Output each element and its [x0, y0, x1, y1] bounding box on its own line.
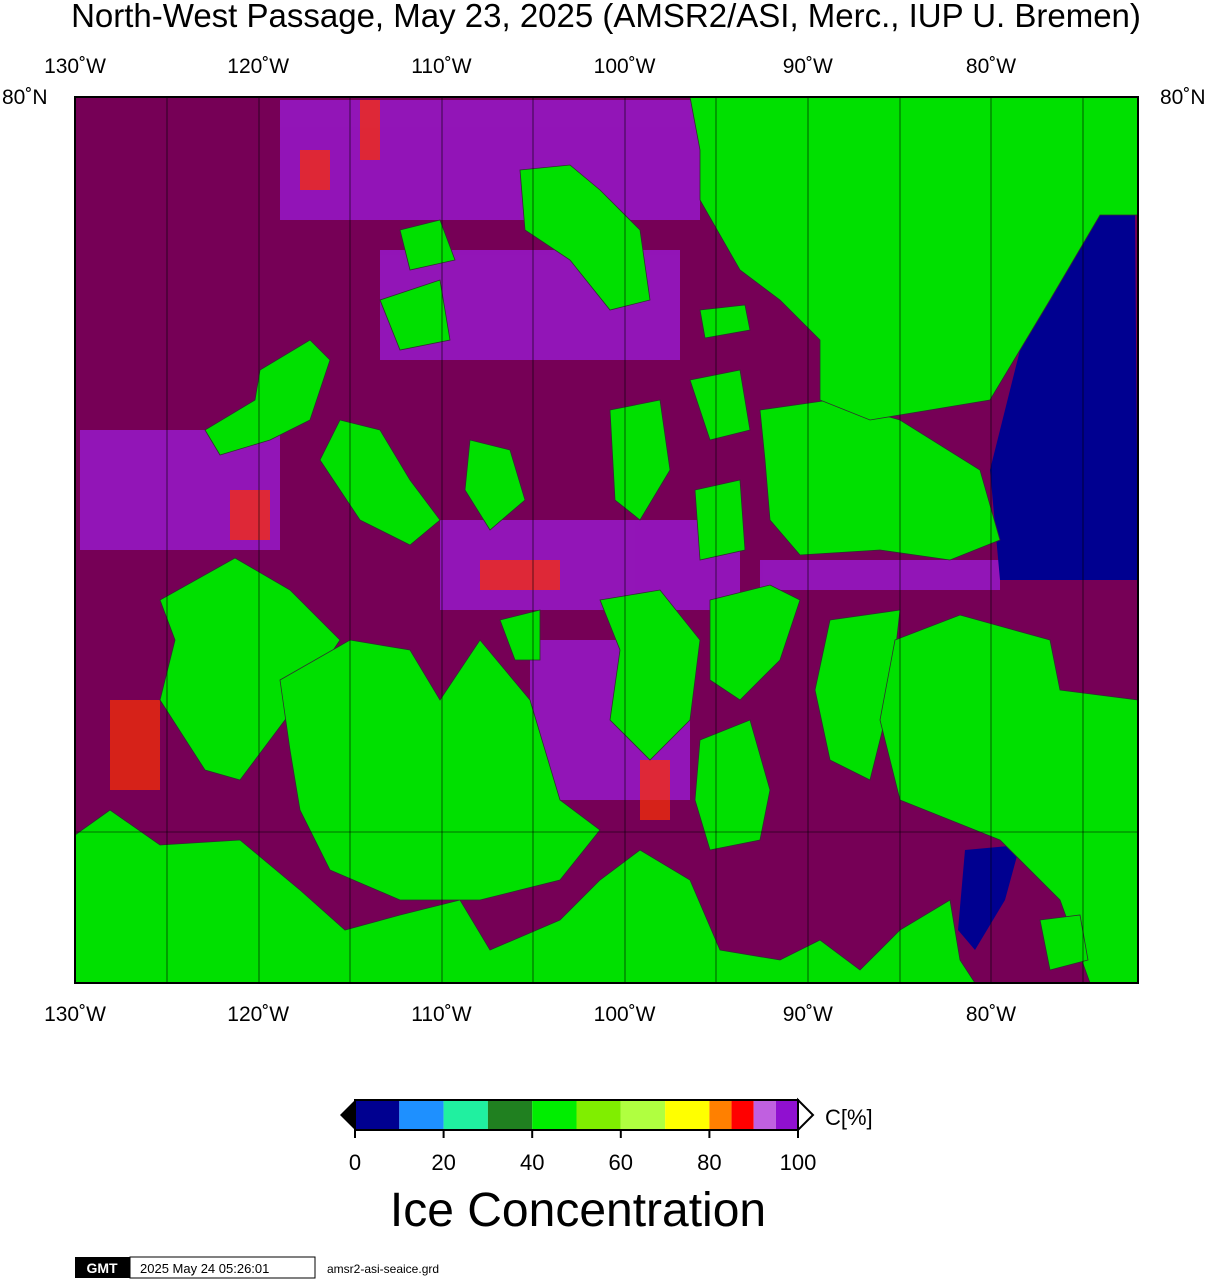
lon-label: 120˚W	[227, 1003, 289, 1026]
colorbar-bin	[399, 1100, 444, 1130]
colorbar-tick-label: 0	[349, 1150, 361, 1175]
sea-ice-texture	[110, 100, 670, 820]
colorbar: 0 20 40 60 80 100	[340, 1097, 817, 1175]
lon-label: 100˚W	[594, 55, 656, 78]
colorbar-bin	[355, 1100, 400, 1130]
colorbar-bin	[775, 1100, 798, 1130]
file-name: amsr2-asi-seaice.grd	[327, 1262, 439, 1276]
colorbar-tick-label: 20	[431, 1150, 455, 1175]
colorbar-bin	[753, 1100, 776, 1130]
colorbar-bin	[532, 1100, 577, 1130]
colorbar-bin	[665, 1100, 710, 1130]
title: North-West Passage, May 23, 2025 (AMSR2/…	[71, 0, 1141, 34]
map-frame	[74, 96, 1139, 984]
lon-label: 90˚W	[783, 55, 833, 78]
timestamp-box	[129, 1256, 316, 1279]
land	[74, 96, 1139, 984]
lon-label: 80˚W	[966, 55, 1016, 78]
lon-label: 110˚W	[411, 55, 471, 78]
open-water	[958, 215, 1138, 950]
colorbar-tick-label: 40	[520, 1150, 544, 1175]
colorbar-tick-label: 60	[609, 1150, 633, 1175]
lon-label: 110˚W	[411, 1003, 471, 1026]
colorbar-bin	[709, 1100, 732, 1130]
lon-label: 100˚W	[594, 1003, 656, 1026]
colorbar-frame	[354, 1099, 799, 1131]
lon-label: 130˚W	[44, 1003, 106, 1026]
colorbar-unit: C[%]	[825, 1105, 873, 1130]
colorbar-high-triangle	[797, 1097, 815, 1133]
colorbar-bin	[443, 1100, 488, 1130]
footer: GMT 2025 May 24 05:26:01 amsr2-asi-seaic…	[75, 1256, 439, 1279]
colorbar-bin	[487, 1100, 533, 1130]
colorbar-label: Ice Concentration	[390, 1184, 766, 1237]
logo-box	[75, 1257, 130, 1278]
lon-label: 120˚W	[227, 55, 289, 78]
lon-label: 90˚W	[783, 1003, 833, 1026]
map	[74, 96, 1139, 984]
colorbar-tick-label: 100	[780, 1150, 817, 1175]
timestamp: 2025 May 24 05:26:01	[140, 1261, 269, 1276]
lon-label: 80˚W	[966, 1003, 1016, 1026]
colorbar-bin	[731, 1100, 754, 1130]
colorbar-bin	[620, 1100, 666, 1130]
lat-label: 80˚N	[2, 86, 48, 109]
axis-labels: 130˚W 130˚W 120˚W 120˚W 110˚W 110˚W 100˚W 100˚W…	[44, 55, 1016, 1026]
lon-label: 130˚W	[44, 55, 106, 78]
colorbar-tick-label: 80	[697, 1150, 721, 1175]
logo: GMT	[86, 1260, 118, 1276]
colorbar-low-triangle	[340, 1100, 355, 1130]
graticule	[75, 97, 1138, 983]
colorbar-bin	[576, 1100, 621, 1130]
lat-label: 80˚N	[1160, 86, 1206, 109]
